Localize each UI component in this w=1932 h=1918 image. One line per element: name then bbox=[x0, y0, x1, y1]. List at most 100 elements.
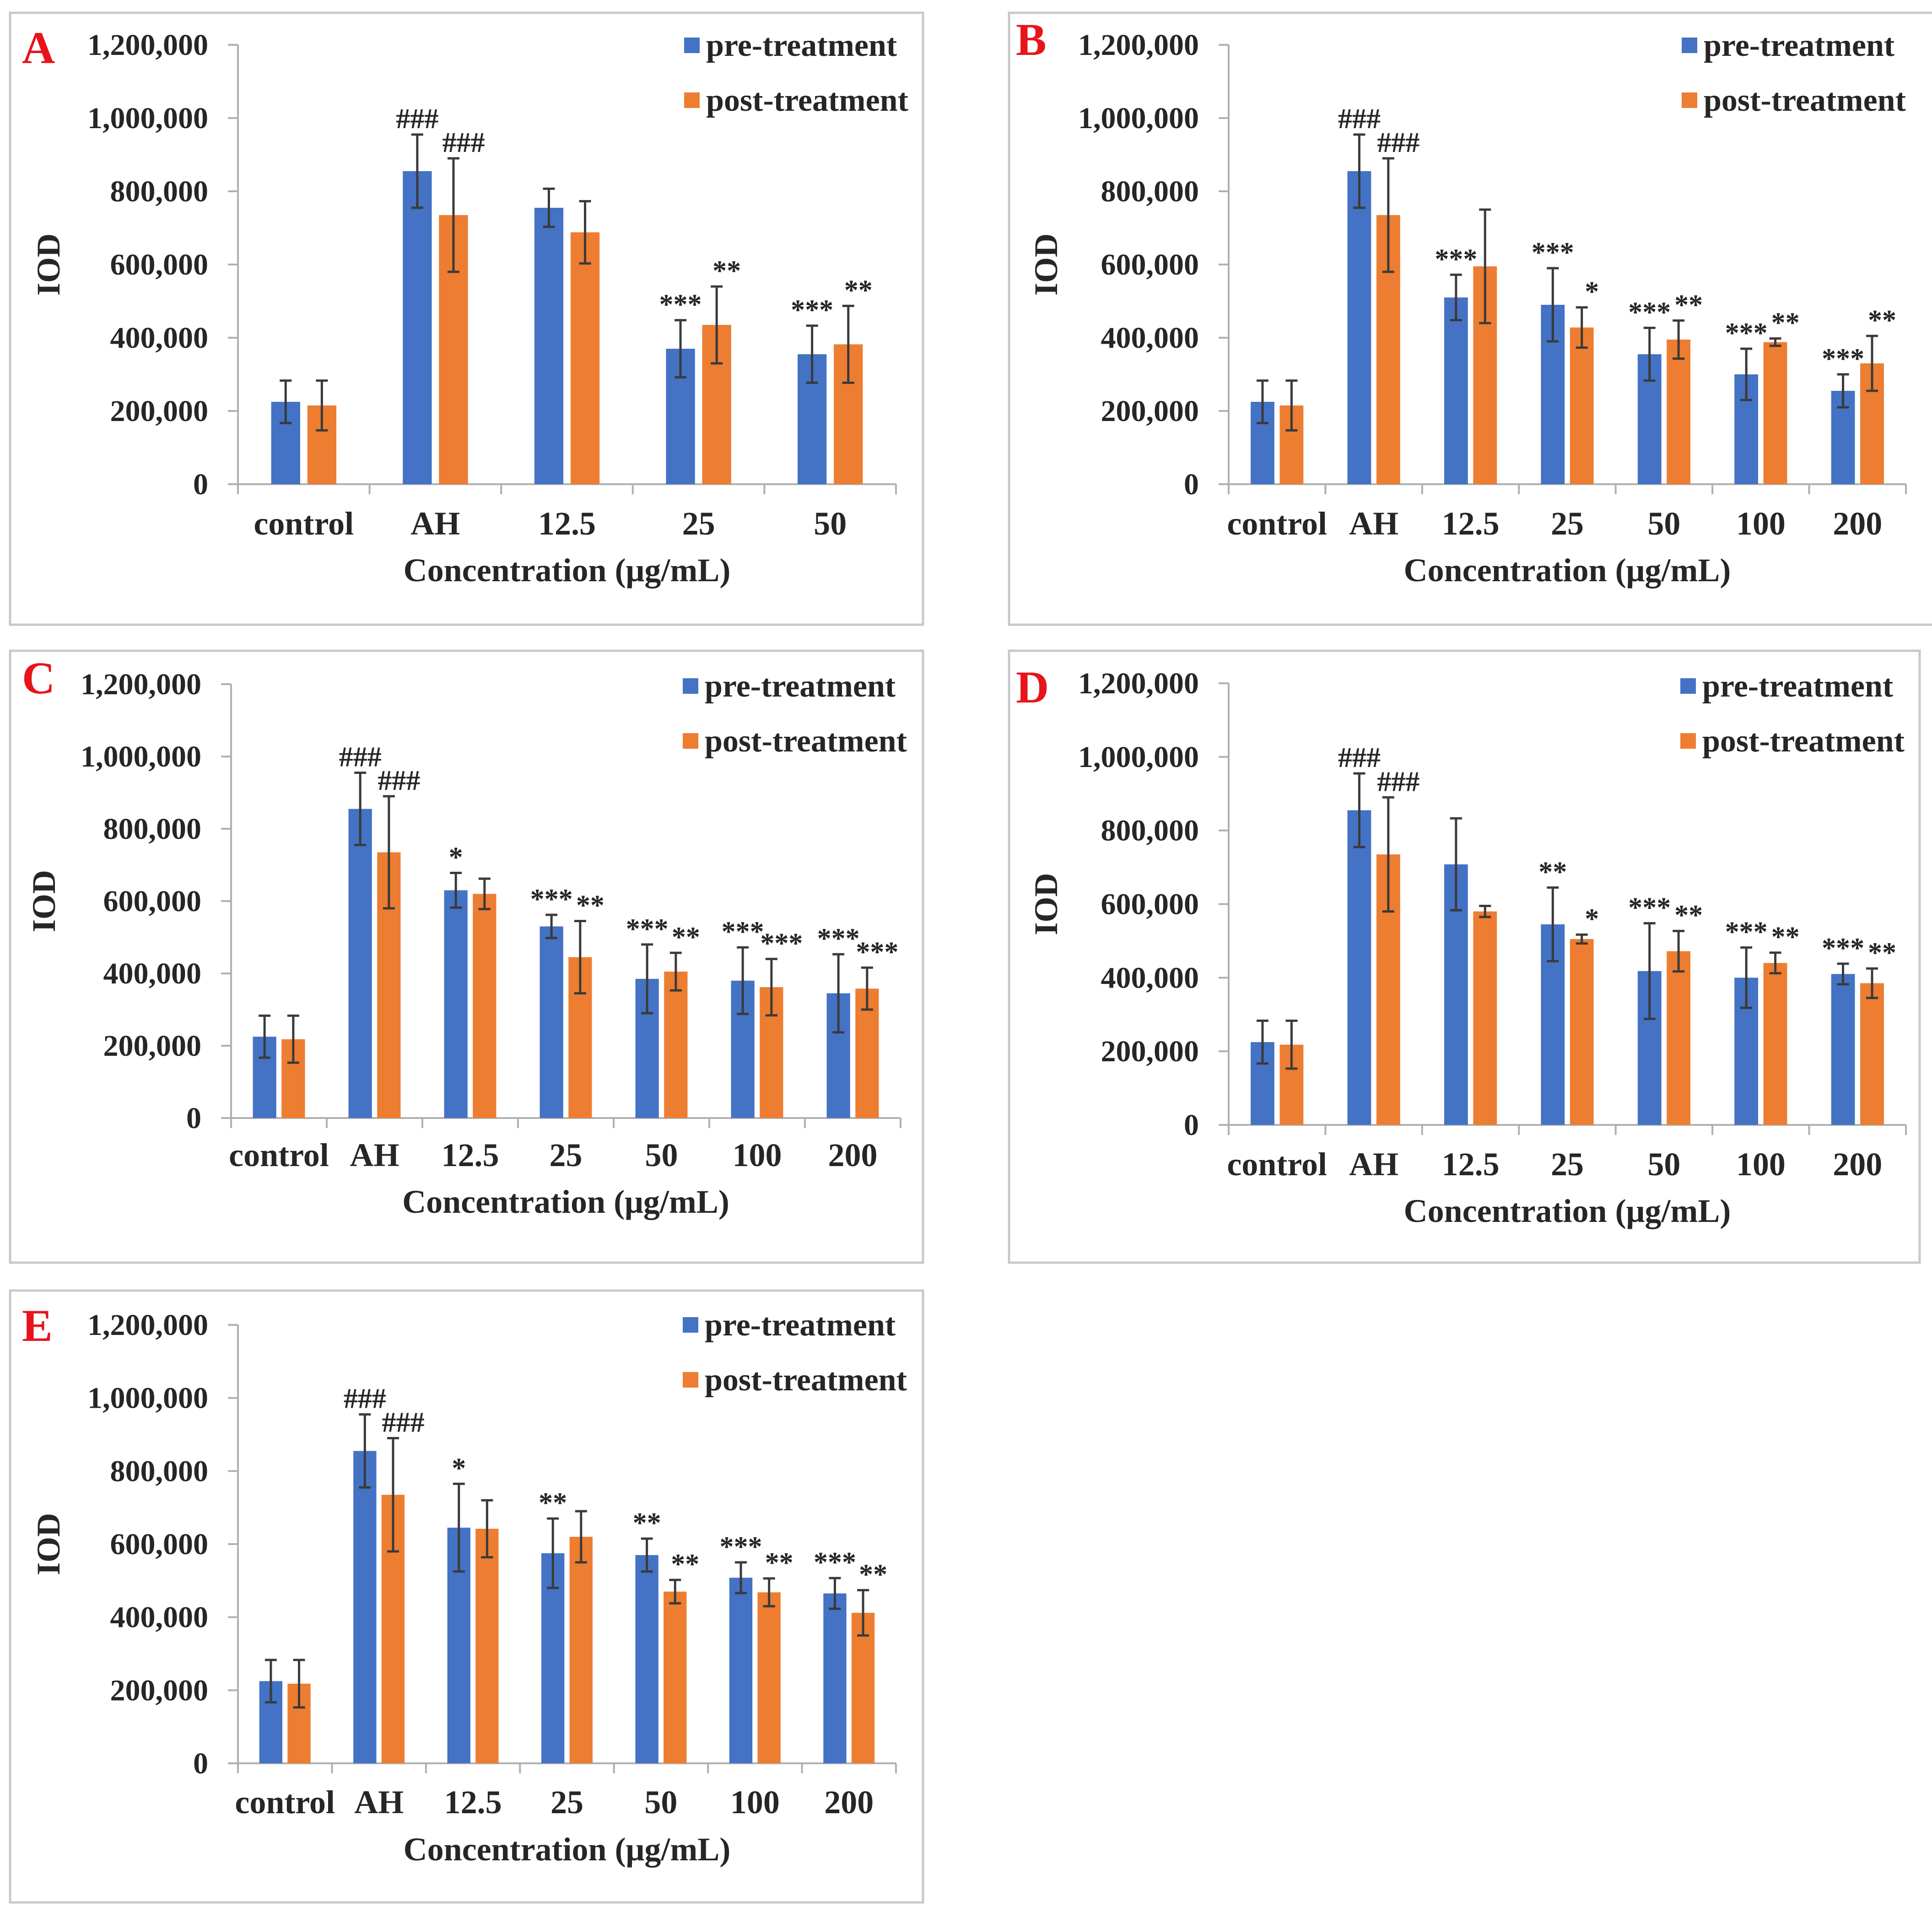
legend-swatch-post bbox=[683, 1372, 698, 1388]
y-tick-label: 400,000 bbox=[110, 321, 209, 355]
significance-label: ### bbox=[396, 103, 438, 135]
significance-label: *** bbox=[1628, 892, 1671, 923]
significance-label: ** bbox=[1771, 922, 1800, 953]
post-treatment-bar bbox=[570, 232, 600, 485]
panel-letter: B bbox=[1016, 14, 1047, 65]
x-tick-label: 100 bbox=[1736, 1146, 1786, 1183]
y-tick-label: 1,200,000 bbox=[87, 1308, 208, 1342]
legend-label-pre: pre-treatment bbox=[705, 1307, 896, 1343]
chart-panel-E: E 0 200,000 400,000 600,000 800,000 1,000,000 1… bbox=[9, 1289, 924, 1904]
post-treatment-bar bbox=[1763, 342, 1787, 484]
x-tick-label: 50 bbox=[814, 505, 847, 542]
x-axis-title: Concentration (μg/mL) bbox=[402, 1183, 729, 1220]
x-tick-label: control bbox=[229, 1137, 329, 1173]
x-tick-label: control bbox=[235, 1784, 335, 1821]
y-tick-label: 600,000 bbox=[110, 248, 209, 281]
significance-label: ** bbox=[859, 1559, 887, 1590]
chart-panel-B: B 0 200,000 400,000 600,000 800,000 1,000,000 1… bbox=[1008, 11, 1932, 626]
x-tick-label: 25 bbox=[550, 1137, 583, 1173]
legend-label-post: post-treatment bbox=[705, 724, 907, 759]
significance-label: ** bbox=[844, 275, 873, 306]
significance-label: ** bbox=[1868, 937, 1896, 968]
x-tick-label: AH bbox=[350, 1137, 399, 1173]
pre-treatment-bar bbox=[540, 926, 563, 1118]
post-treatment-bar bbox=[851, 1613, 875, 1763]
legend-swatch-post bbox=[683, 733, 698, 749]
y-tick-label: 0 bbox=[1184, 468, 1199, 501]
panel-letter: D bbox=[1016, 662, 1049, 713]
pre-treatment-bar bbox=[444, 890, 468, 1118]
x-tick-label: 100 bbox=[730, 1784, 780, 1821]
y-tick-label: 400,000 bbox=[1101, 321, 1199, 355]
significance-label: ** bbox=[671, 1549, 699, 1580]
legend-label-pre: pre-treatment bbox=[705, 669, 896, 704]
post-treatment-bar bbox=[1570, 939, 1594, 1125]
y-tick-label: 600,000 bbox=[1101, 248, 1199, 281]
y-tick-label: 1,200,000 bbox=[1078, 28, 1199, 62]
y-tick-label: 0 bbox=[193, 1747, 208, 1780]
x-tick-label: 12.5 bbox=[1442, 1146, 1500, 1183]
pre-treatment-bar bbox=[403, 171, 432, 484]
x-tick-label: 50 bbox=[1647, 1146, 1680, 1183]
significance-label: ** bbox=[765, 1547, 793, 1578]
x-axis-title: Concentration (μg/mL) bbox=[1404, 1193, 1731, 1229]
significance-label: *** bbox=[626, 913, 669, 945]
x-tick-label: 12.5 bbox=[538, 505, 596, 542]
significance-label: ### bbox=[378, 765, 420, 796]
y-tick-label: 400,000 bbox=[103, 957, 202, 990]
significance-label: *** bbox=[1725, 916, 1768, 947]
y-tick-label: 200,000 bbox=[110, 1674, 209, 1707]
y-tick-label: 200,000 bbox=[110, 394, 209, 428]
significance-label: *** bbox=[791, 295, 833, 326]
legend-label-pre: pre-treatment bbox=[1704, 28, 1894, 63]
chart-panel-D: D 0 200,000 400,000 600,000 800,000 1,000,000 1… bbox=[1008, 649, 1921, 1264]
y-tick-label: 600,000 bbox=[1101, 888, 1199, 921]
significance-label: *** bbox=[1435, 243, 1477, 275]
x-tick-label: AH bbox=[1349, 505, 1398, 542]
chart-panel-C: C 0 200,000 400,000 600,000 800,000 1,000,000 1… bbox=[9, 649, 924, 1264]
post-treatment-bar bbox=[664, 1591, 687, 1763]
post-treatment-bar bbox=[475, 1529, 499, 1763]
significance-label: ** bbox=[576, 890, 604, 921]
pre-treatment-bar bbox=[348, 809, 372, 1118]
y-axis-title: IOD bbox=[26, 870, 62, 932]
significance-label: *** bbox=[1822, 343, 1864, 374]
pre-treatment-bar bbox=[823, 1593, 847, 1763]
y-tick-label: 600,000 bbox=[103, 885, 202, 918]
significance-label: *** bbox=[1628, 297, 1671, 328]
x-tick-label: 100 bbox=[733, 1137, 782, 1173]
legend-label-post: post-treatment bbox=[1702, 724, 1905, 759]
legend-swatch-pre bbox=[683, 1317, 698, 1333]
x-tick-label: 12.5 bbox=[444, 1784, 502, 1821]
panel-frame bbox=[1008, 11, 1932, 626]
legend-swatch-pre bbox=[684, 38, 700, 53]
panel-letter: A bbox=[22, 22, 55, 73]
significance-label: * bbox=[449, 842, 463, 873]
y-tick-label: 1,200,000 bbox=[1078, 667, 1199, 700]
x-tick-label: 25 bbox=[1551, 505, 1584, 542]
y-tick-label: 1,000,000 bbox=[87, 102, 208, 135]
pre-treatment-bar bbox=[1831, 974, 1855, 1125]
y-tick-label: 0 bbox=[186, 1102, 201, 1135]
significance-label: ** bbox=[1771, 308, 1800, 339]
y-tick-label: 200,000 bbox=[1101, 394, 1199, 428]
pre-treatment-bar bbox=[1347, 171, 1371, 484]
post-treatment-bar bbox=[1570, 327, 1594, 484]
y-tick-label: 800,000 bbox=[1101, 175, 1199, 208]
y-tick-label: 1,000,000 bbox=[1078, 740, 1199, 774]
significance-label: * bbox=[1585, 903, 1599, 935]
x-tick-label: 200 bbox=[1833, 505, 1882, 542]
significance-label: * bbox=[1585, 276, 1599, 308]
y-tick-label: 1,000,000 bbox=[87, 1382, 208, 1415]
legend-swatch-post bbox=[1680, 733, 1696, 749]
post-treatment-bar bbox=[1667, 340, 1691, 484]
post-treatment-bar bbox=[1763, 963, 1787, 1125]
significance-label: ### bbox=[344, 1383, 386, 1415]
y-tick-label: 1,200,000 bbox=[87, 28, 208, 62]
significance-label: ** bbox=[633, 1507, 661, 1539]
x-tick-label: control bbox=[1227, 1146, 1327, 1183]
significance-label: *** bbox=[1822, 933, 1864, 964]
x-tick-label: 25 bbox=[550, 1784, 583, 1821]
significance-label: ** bbox=[712, 255, 741, 286]
y-axis-title: IOD bbox=[1028, 873, 1064, 935]
